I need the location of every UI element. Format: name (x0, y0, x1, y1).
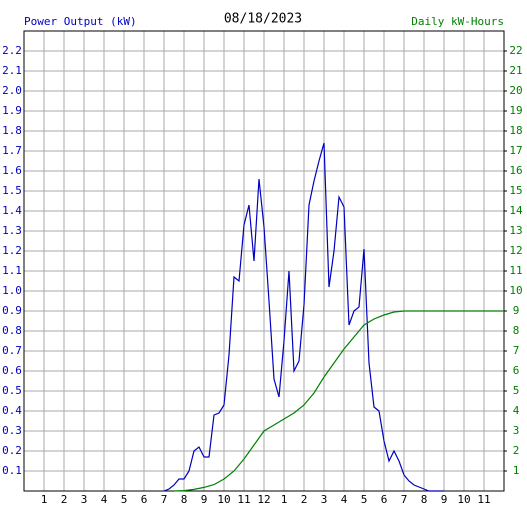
x-tick-label: 10 (457, 493, 470, 506)
y-tick-label: 0.1 (2, 464, 22, 477)
y2-tick-label: 19 (509, 104, 522, 117)
y-tick-label: 1.0 (2, 284, 22, 297)
x-tick-label: 11 (477, 493, 490, 506)
x-tick-label: 6 (141, 493, 148, 506)
series-line (163, 142, 444, 492)
y-tick-label: 0.2 (2, 444, 22, 457)
y2-tick-label: 15 (509, 184, 522, 197)
x-tick-label: 5 (361, 493, 368, 506)
y2-tick-label: 16 (509, 164, 522, 177)
y-tick-label: 2.1 (2, 64, 22, 77)
x-tick-label: 5 (121, 493, 128, 506)
x-tick-label: 4 (101, 493, 108, 506)
y2-tick-label: 1 (513, 464, 520, 477)
y2-tick-label: 14 (509, 204, 523, 217)
y-tick-label: 1.8 (2, 124, 22, 137)
x-tick-label: 8 (181, 493, 188, 506)
y-tick-label: 0.8 (2, 324, 22, 337)
y2-tick-label: 7 (513, 344, 520, 357)
y-tick-label: 1.4 (2, 204, 22, 217)
y-tick-label: 1.1 (2, 264, 22, 277)
y2-tick-label: 21 (509, 64, 522, 77)
x-tick-label: 1 (41, 493, 48, 506)
plot-frame (23, 30, 505, 492)
y2-tick-label: 13 (509, 224, 522, 237)
y-tick-label: 1.7 (2, 144, 22, 157)
y-tick-label: 0.5 (2, 384, 22, 397)
y-axis-label: Power Output (kW) (24, 15, 137, 28)
y2-tick-label: 12 (509, 244, 522, 257)
y2-tick-label: 18 (509, 124, 522, 137)
y2-tick-label: 2 (513, 444, 520, 457)
y-tick-label: 1.3 (2, 224, 22, 237)
y2-tick-label: 3 (513, 424, 520, 437)
x-tick-label: 1 (281, 493, 288, 506)
x-tick-label: 4 (341, 493, 348, 506)
y-tick-label: 0.3 (2, 424, 22, 437)
x-tick-label: 10 (217, 493, 230, 506)
x-tick-label: 9 (201, 493, 208, 506)
y2-tick-label: 5 (513, 384, 520, 397)
y-tick-label: 0.4 (2, 404, 22, 417)
x-tick-label: 3 (321, 493, 328, 506)
y-tick-label: 1.6 (2, 164, 22, 177)
y-tick-label: 1.9 (2, 104, 22, 117)
x-tick-label: 7 (401, 493, 408, 506)
x-tick-label: 2 (61, 493, 68, 506)
x-tick-label: 9 (441, 493, 448, 506)
y-tick-label: 0.6 (2, 364, 22, 377)
series-line (173, 310, 504, 492)
y-tick-label: 1.2 (2, 244, 22, 257)
y2-tick-label: 11 (509, 264, 522, 277)
y2-tick-label: 6 (513, 364, 520, 377)
y2-axis-label: Daily kW-Hours (411, 15, 504, 28)
x-tick-label: 7 (161, 493, 168, 506)
y-tick-label: 2.0 (2, 84, 22, 97)
y-tick-label: 0.7 (2, 344, 22, 357)
y2-tick-label: 8 (513, 324, 520, 337)
y-tick-label: 1.5 (2, 184, 22, 197)
y2-tick-label: 10 (509, 284, 522, 297)
y2-tick-label: 17 (509, 144, 522, 157)
y2-tick-label: 20 (509, 84, 522, 97)
y2-tick-label: 22 (509, 44, 522, 57)
y-tick-label: 2.2 (2, 44, 22, 57)
x-tick-label: 2 (301, 493, 308, 506)
chart-title: 08/18/2023 (224, 12, 302, 27)
y-tick-label: 0.9 (2, 304, 22, 317)
y2-tick-label: 9 (513, 304, 520, 317)
x-tick-label: 11 (237, 493, 250, 506)
x-tick-label: 8 (421, 493, 428, 506)
x-tick-label: 3 (81, 493, 88, 506)
y2-tick-label: 4 (513, 404, 520, 417)
x-tick-label: 12 (257, 493, 270, 506)
x-tick-label: 6 (381, 493, 388, 506)
